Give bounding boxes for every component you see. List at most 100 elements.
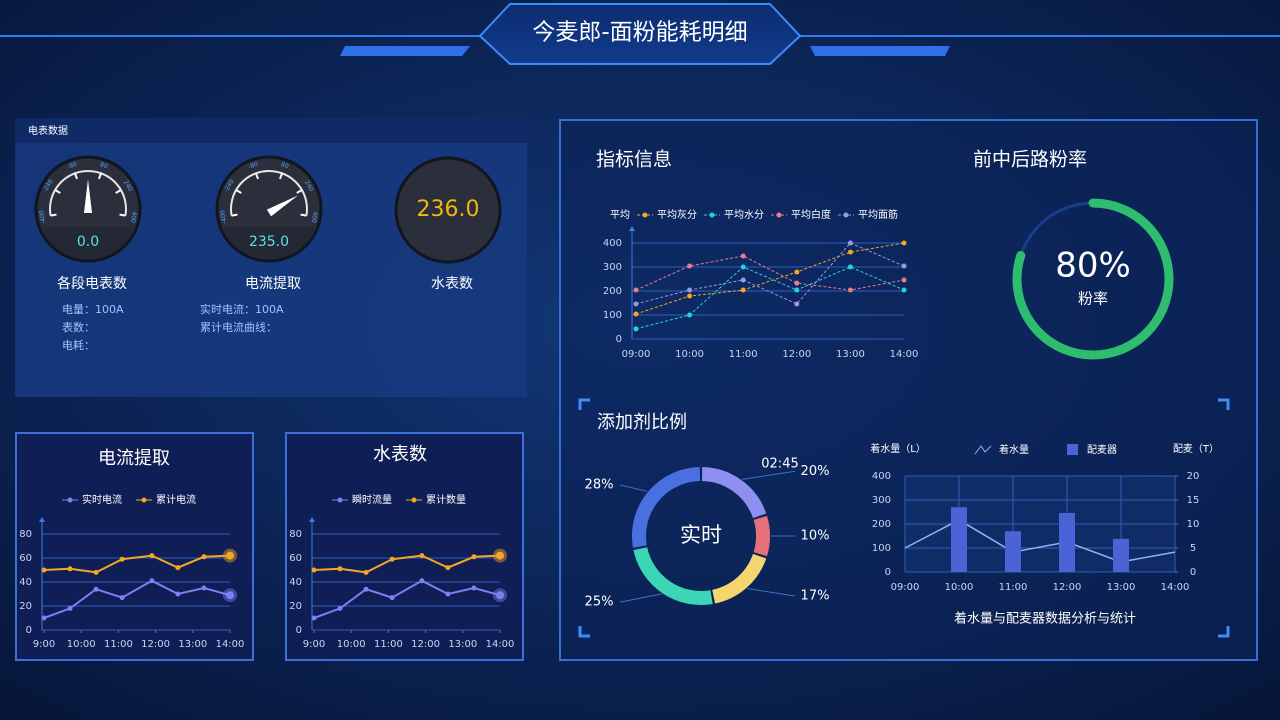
x-tick-label: 13:00	[448, 639, 477, 650]
gauge-name: 各段电表数	[57, 276, 127, 292]
x-tick-label: 14:00	[216, 639, 245, 650]
y2-axis-label: 配麦（T）	[1173, 443, 1219, 455]
y2-tick-label: 20	[1187, 471, 1200, 482]
x-tick-label: 11:00	[999, 582, 1028, 593]
gauge-tick-label: -400	[219, 209, 228, 224]
data-point	[471, 554, 477, 560]
legend-dot	[141, 497, 147, 503]
gauge-reading: 236.0	[417, 197, 480, 222]
ring-value	[1012, 198, 1174, 360]
y-tick-label: 40	[19, 577, 32, 588]
data-point	[687, 287, 693, 293]
data-point	[311, 567, 317, 573]
gauge-scale	[230, 170, 308, 216]
data-point	[633, 311, 639, 317]
gauge-info: 电量：100A	[62, 303, 124, 316]
donut-center-label: 实时	[680, 523, 722, 547]
x-tick-label: 9:00	[33, 639, 55, 650]
data-point	[119, 556, 125, 562]
slice-label: 28%	[585, 478, 614, 493]
x-tick-label: 12:00	[782, 349, 811, 360]
gauge-tick-label: -400	[38, 209, 47, 224]
legend-dot	[709, 212, 715, 218]
ring-value-label: 80%	[1055, 246, 1131, 286]
data-point	[226, 551, 234, 560]
gauge-tick	[98, 172, 102, 180]
x-tick-label: 10:00	[945, 582, 974, 593]
ring-label: 粉率	[1078, 290, 1108, 308]
legend-dot	[843, 212, 849, 218]
data-point	[445, 591, 451, 597]
gauge-scale	[49, 170, 127, 216]
data-point	[226, 591, 234, 600]
bar	[1059, 512, 1075, 572]
x-tick-label: 10:00	[337, 639, 366, 650]
data-point	[633, 287, 639, 293]
x-tick-label: 13:00	[836, 349, 865, 360]
y-tick-label: 400	[872, 471, 891, 482]
gauge-tick	[119, 213, 126, 217]
y-tick-label: 200	[603, 286, 622, 297]
x-tick-label: 12:00	[141, 639, 170, 650]
legend-label: 实时电流	[82, 493, 122, 506]
data-point	[740, 287, 746, 293]
x-tick-label: 09:00	[622, 349, 651, 360]
small-panel	[15, 432, 254, 661]
data-point	[687, 263, 693, 269]
series-line	[635, 266, 905, 330]
legend-label: 平均水分	[724, 209, 764, 221]
data-point	[794, 269, 800, 275]
y2-tick-label: 10	[1187, 519, 1200, 530]
series-line	[313, 554, 501, 574]
gauge-readout-bg	[221, 227, 317, 260]
gauge-tick	[300, 213, 307, 217]
y-tick-label: 100	[603, 310, 622, 321]
legend-swatch	[1067, 444, 1078, 455]
gauge-value: 235.0	[249, 234, 289, 250]
x-tick-label: 11:00	[729, 349, 758, 360]
y-tick-label: 200	[872, 519, 891, 530]
y-tick-label: 0	[26, 625, 32, 636]
data-point	[149, 578, 155, 584]
gauge-needle	[266, 195, 299, 217]
y-tick-label: 300	[603, 262, 622, 273]
data-point	[687, 312, 693, 318]
gauge-name: 电流提取	[245, 276, 301, 292]
data-point	[794, 301, 800, 307]
axis-arrow	[629, 226, 635, 231]
data-point	[794, 287, 800, 293]
bar	[1113, 538, 1129, 572]
legend-label: 平均面筋	[858, 208, 898, 221]
gauge-needle	[84, 179, 92, 213]
y-tick-label: 20	[19, 601, 32, 612]
axis-arrow	[39, 517, 45, 522]
leader-line	[742, 470, 796, 480]
gauge-tick	[231, 213, 238, 217]
data-point	[67, 566, 73, 572]
gauge-info: 电耗：	[62, 339, 95, 352]
y-tick-label: 40	[289, 577, 302, 588]
x-tick-label: 10:00	[67, 639, 96, 650]
gauge-tick-label: 80	[280, 161, 290, 170]
donut-slice	[633, 546, 713, 605]
data-point	[363, 586, 369, 592]
gauge-name: 水表数	[431, 276, 473, 292]
gauge-tick-label: 400	[310, 211, 319, 224]
gauge-tick-label: 80	[99, 161, 109, 170]
header: 今麦郎-面粉能耗明细	[0, 3, 1280, 65]
legend-label: 着水量	[999, 443, 1029, 456]
gauge-tick-label: 240	[122, 179, 134, 193]
data-point	[201, 554, 207, 560]
data-point	[337, 566, 343, 572]
data-point	[389, 556, 395, 562]
leader-line	[747, 588, 796, 597]
data-point	[119, 595, 125, 601]
data-point	[901, 263, 907, 269]
series-line	[904, 519, 1176, 563]
data-point	[175, 591, 181, 597]
data-point	[633, 301, 639, 307]
gauge-info: 实时电流：100A	[200, 302, 284, 316]
slice-label: 25%	[585, 595, 614, 610]
gauge-tick	[296, 189, 303, 194]
legend-label: 平均灰分	[657, 208, 697, 221]
